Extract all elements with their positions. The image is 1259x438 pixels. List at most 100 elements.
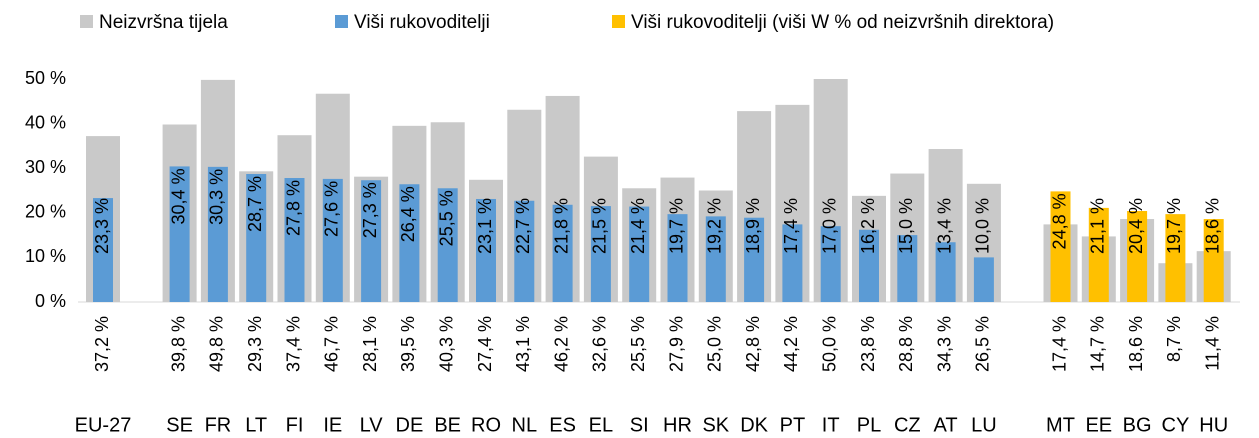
value-label: 19,7 % <box>666 198 686 254</box>
bar <box>399 184 420 302</box>
bar <box>1127 211 1148 302</box>
x-tick-label: RO <box>471 414 501 436</box>
bar <box>820 226 841 302</box>
bar <box>973 257 994 302</box>
value-label: 30,4 % <box>168 168 188 224</box>
x-tick-label: SK <box>702 414 729 436</box>
y-tick-label: 0 % <box>35 291 66 311</box>
value-label: 50,0 % <box>819 316 839 372</box>
legend-swatch <box>335 15 348 28</box>
x-tick-label: SI <box>630 414 649 436</box>
value-label: 18,6 % <box>1202 198 1222 254</box>
bar <box>93 198 113 302</box>
value-label: 10,0 % <box>973 198 993 254</box>
value-label: 26,5 % <box>973 316 993 372</box>
x-tick-label: FR <box>205 414 232 436</box>
x-tick-label: BG <box>1123 414 1152 436</box>
x-tick-label: EU-27 <box>75 414 132 436</box>
value-label: 22,7 % <box>513 198 533 254</box>
value-label: 13,4 % <box>934 198 954 254</box>
value-label: 19,7 % <box>1164 198 1184 254</box>
x-tick-label: CZ <box>894 414 921 436</box>
y-tick-label: 30 % <box>25 157 66 177</box>
bar <box>361 180 382 302</box>
value-label: 17,4 % <box>781 198 801 254</box>
bar <box>476 198 496 302</box>
value-label: 37,2 % <box>92 316 112 372</box>
bar <box>207 166 228 302</box>
value-label: 25,0 % <box>705 316 725 372</box>
legend-swatch <box>612 15 625 28</box>
bar <box>284 178 305 302</box>
value-label: 18,6 % <box>1126 316 1146 372</box>
bar <box>859 229 879 302</box>
bar <box>1050 191 1071 302</box>
x-tick-label: EL <box>589 414 613 436</box>
x-tick-label: LU <box>971 414 997 436</box>
value-label: 27,9 % <box>666 316 686 372</box>
x-tick-label: NL <box>512 414 538 436</box>
value-label: 46,7 % <box>322 316 342 372</box>
value-label: 21,4 % <box>628 198 648 254</box>
legend-label: Viši rukovoditelji <box>354 12 490 33</box>
bar <box>169 166 190 302</box>
x-tick-label: DK <box>740 414 768 436</box>
y-tick-label: 50 % <box>25 68 66 88</box>
value-label: 39,5 % <box>398 316 418 372</box>
x-tick-label: DE <box>396 414 424 436</box>
legend-swatch <box>80 15 93 28</box>
value-label: 26,4 % <box>398 186 418 242</box>
bar <box>782 224 803 302</box>
value-label: 27,8 % <box>283 180 303 236</box>
value-label: 21,8 % <box>551 198 571 254</box>
value-label: 25,5 % <box>436 190 456 246</box>
legend-label: Viši rukovoditelji (viši W % od neizvršn… <box>631 12 1054 33</box>
x-tick-label: LV <box>360 414 384 436</box>
bar <box>322 178 343 302</box>
value-label: 29,3 % <box>245 316 265 372</box>
value-label: 44,2 % <box>781 316 801 372</box>
value-label: 34,3 % <box>934 316 954 372</box>
y-tick-label: 10 % <box>25 246 66 266</box>
value-label: 18,9 % <box>743 198 763 254</box>
x-tick-label: EE <box>1085 414 1112 436</box>
bar <box>552 204 573 302</box>
value-label: 43,1 % <box>513 316 533 372</box>
bar <box>629 206 650 302</box>
value-label: 28,1 % <box>360 316 380 372</box>
x-tick-label: BE <box>434 414 461 436</box>
value-label: 14,7 % <box>1088 316 1108 372</box>
x-tick-label: HU <box>1199 414 1228 436</box>
value-label: 39,8 % <box>168 316 188 372</box>
x-tick-label: ES <box>549 414 576 436</box>
value-label: 23,8 % <box>858 316 878 372</box>
bar <box>1088 207 1109 302</box>
value-label: 32,6 % <box>590 316 610 372</box>
value-label: 23,3 % <box>92 198 112 254</box>
bar <box>1165 214 1186 302</box>
value-label: 11,4 % <box>1202 316 1222 371</box>
x-tick-label: HR <box>663 414 692 436</box>
value-label: 25,5 % <box>628 316 648 372</box>
value-label: 16,2 % <box>858 198 878 254</box>
value-label: 27,3 % <box>360 182 380 238</box>
y-tick-label: 20 % <box>25 202 66 222</box>
bar <box>514 200 535 302</box>
value-label: 49,8 % <box>207 316 227 372</box>
legend-label: Neizvršna tijela <box>99 12 228 33</box>
value-label: 21,1 % <box>1088 198 1108 254</box>
value-label: 37,4 % <box>283 316 303 372</box>
x-tick-label: AT <box>934 414 958 436</box>
value-label: 24,8 % <box>1049 193 1069 249</box>
bar <box>744 217 765 302</box>
bar <box>590 206 611 302</box>
value-label: 20,4 % <box>1126 198 1146 254</box>
x-tick-label: MT <box>1046 414 1075 436</box>
bar <box>246 173 267 302</box>
value-label: 30,3 % <box>207 169 227 225</box>
x-tick-label: PT <box>780 414 806 436</box>
value-label: 46,2 % <box>551 316 571 372</box>
x-tick-label: LT <box>245 414 267 436</box>
x-tick-label: CY <box>1162 414 1190 436</box>
